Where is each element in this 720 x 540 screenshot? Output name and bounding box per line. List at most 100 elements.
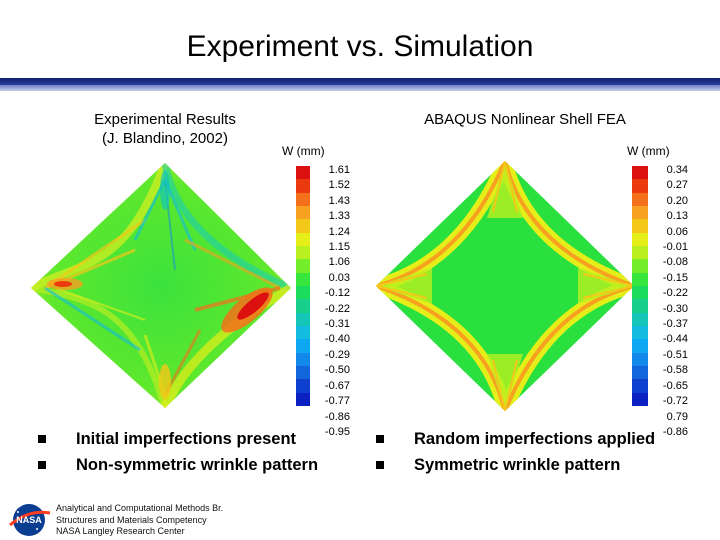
scale-swatch [296, 326, 310, 340]
left-scale-value: 1.06 [328, 256, 350, 269]
left-unit-label: W (mm) [282, 144, 325, 158]
scale-swatch [296, 352, 310, 367]
left-heading: Experimental Results (J. Blandino, 2002) [60, 110, 270, 148]
scale-swatch [632, 246, 648, 260]
left-scale-value: -0.95 [324, 425, 350, 438]
left-scale-value: 1.24 [328, 225, 350, 238]
footer: Analytical and Computational Methods Br.… [56, 503, 223, 538]
right-scale-value: 0.06 [666, 225, 688, 238]
scale-swatch [632, 232, 648, 247]
scale-swatch [632, 299, 648, 314]
right-bullet-list: Random imperfections applied Symmetric w… [376, 426, 706, 478]
right-scale-value: -0.37 [662, 318, 688, 331]
scale-swatch [296, 206, 310, 220]
left-heading-line2: (J. Blandino, 2002) [102, 130, 228, 147]
scale-swatch [296, 366, 310, 380]
scale-swatch [632, 379, 648, 394]
right-scale-value: -0.15 [662, 271, 688, 284]
bullet-square-icon [376, 461, 384, 469]
bullet-item: Initial imperfections present [38, 426, 358, 452]
right-scale-value: -0.58 [662, 364, 688, 377]
right-scale-value: 0.79 [666, 410, 688, 423]
scale-swatch [632, 192, 648, 207]
bullet-item: Random imperfections applied [376, 426, 706, 452]
scale-swatch [632, 352, 648, 367]
left-scale-value: 1.43 [328, 194, 350, 207]
right-scale-value: 0.20 [666, 194, 688, 207]
slide-title: Experiment vs. Simulation [186, 30, 534, 63]
scale-swatch [296, 339, 310, 354]
nasa-logo-text: NASA [16, 515, 42, 525]
right-scale-value: -0.51 [662, 348, 688, 361]
scale-swatch [632, 219, 648, 234]
experimental-membrane [31, 163, 291, 408]
right-scale-value: -0.72 [662, 395, 688, 408]
right-scale-value: -0.22 [662, 287, 688, 300]
scale-swatch [296, 246, 310, 260]
left-scale-value: -0.12 [324, 287, 350, 300]
right-unit-label: W (mm) [627, 144, 670, 158]
scale-swatch [296, 166, 310, 180]
nasa-logo-icon: NASA [9, 504, 51, 536]
left-scale-value: -0.50 [324, 364, 350, 377]
left-scale-value: 1.15 [328, 241, 350, 254]
left-scale-labels: 1.61 1.52 1.43 1.33 1.24 1.15 1.06 0.03 … [314, 163, 350, 440]
bullet-text: Non-symmetric wrinkle pattern [76, 456, 319, 474]
left-scale-value: -0.77 [324, 395, 350, 408]
right-scale-value: -0.30 [662, 302, 688, 315]
experimental-plot [31, 163, 291, 408]
title-rule-dark [0, 78, 720, 85]
scale-swatch [632, 259, 648, 274]
scale-swatch [296, 232, 310, 247]
scale-swatch [296, 179, 310, 194]
bullet-item: Non-symmetric wrinkle pattern [38, 452, 358, 478]
left-scale-value: -0.22 [324, 302, 350, 315]
left-scale-value: 1.61 [328, 164, 350, 176]
right-scale-value: 0.27 [666, 179, 688, 192]
scale-swatch [296, 192, 310, 207]
left-scale-value: 1.52 [328, 179, 350, 192]
left-scale-value: -0.29 [324, 348, 350, 361]
scale-swatch [296, 312, 310, 327]
left-scale-value: -0.86 [324, 410, 350, 423]
bullet-square-icon [376, 435, 384, 443]
simulation-membrane [376, 161, 634, 411]
scale-swatch [296, 286, 310, 300]
left-scale-value: 1.33 [328, 210, 350, 223]
right-scale-value: -0.08 [662, 256, 688, 269]
scale-swatch [632, 366, 648, 380]
left-heading-line1: Experimental Results [94, 111, 236, 128]
right-scale-value: 0.13 [666, 210, 688, 223]
scale-swatch [296, 219, 310, 234]
right-scale-value: -0.01 [662, 241, 688, 254]
left-scale-value: 0.03 [328, 271, 350, 284]
bullet-text: Random imperfections applied [414, 430, 656, 448]
scale-swatch [632, 326, 648, 340]
right-scale-value: -0.44 [662, 333, 688, 346]
bullet-text: Symmetric wrinkle pattern [414, 456, 621, 474]
scale-swatch [296, 379, 310, 394]
bullet-item: Symmetric wrinkle pattern [376, 452, 706, 478]
scale-swatch [632, 272, 648, 287]
scale-swatch [632, 166, 648, 180]
right-color-scale [632, 166, 648, 407]
bullet-text: Initial imperfections present [76, 430, 297, 448]
scale-swatch [632, 179, 648, 194]
left-color-scale [296, 166, 310, 407]
right-scale-value: -0.86 [662, 425, 688, 438]
right-scale-value: 0.34 [666, 164, 688, 176]
left-bullet-list: Initial imperfections present Non-symmet… [38, 426, 358, 478]
left-scale-value: -0.67 [324, 379, 350, 392]
left-scale-value: -0.31 [324, 318, 350, 331]
scale-swatch [296, 392, 310, 407]
right-scale-value: -0.65 [662, 379, 688, 392]
simulation-plot [376, 161, 634, 411]
scale-swatch [632, 206, 648, 220]
scale-swatch [296, 259, 310, 274]
bullet-square-icon [38, 435, 46, 443]
scale-swatch [632, 339, 648, 354]
scale-swatch [632, 286, 648, 300]
scale-swatch [632, 392, 648, 407]
scale-swatch [296, 272, 310, 287]
left-scale-value: -0.40 [324, 333, 350, 346]
